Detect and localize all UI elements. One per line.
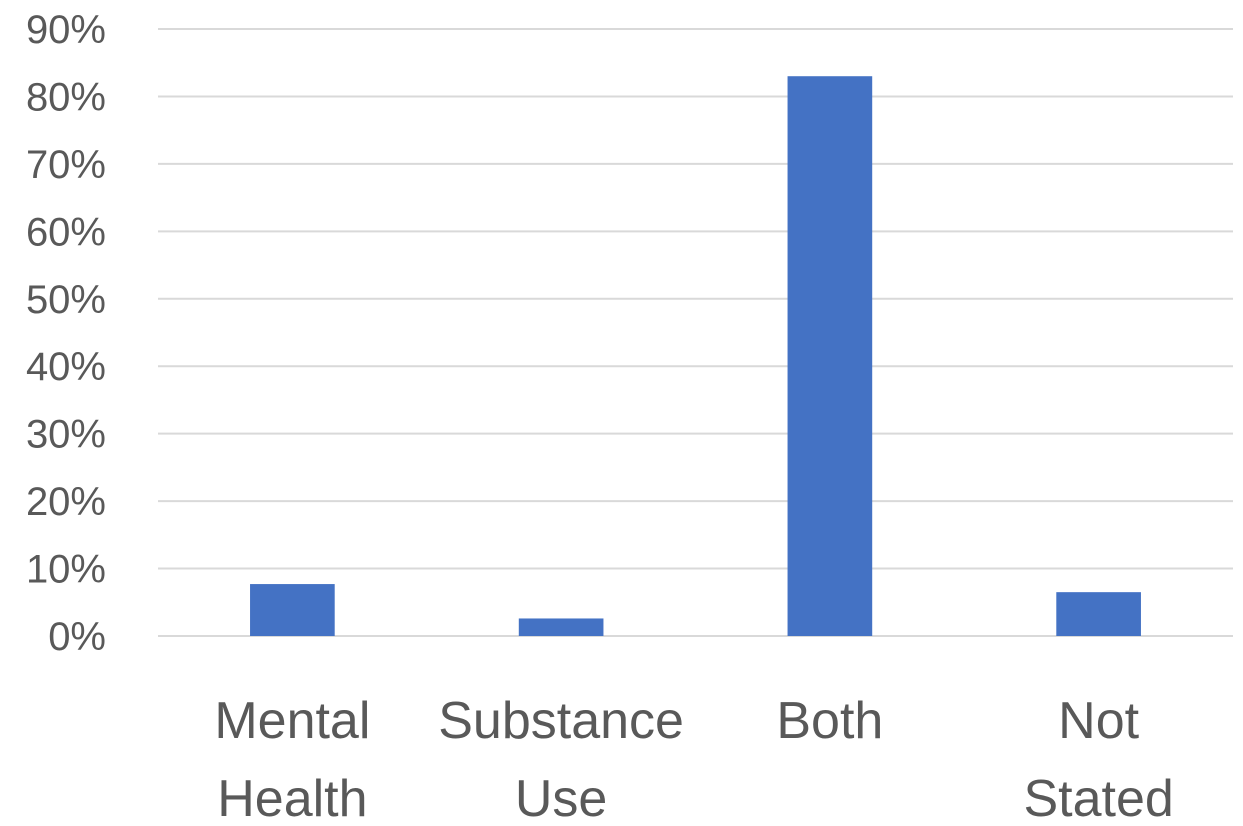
x-axis-tick-labels: Mental Health Substance Use Both Not Stated (214, 692, 1173, 826)
y-tick-label: 20% (26, 480, 106, 524)
y-tick-label: 40% (26, 345, 106, 389)
y-tick-label: 90% (26, 8, 106, 52)
bar (1056, 592, 1141, 636)
x-tick-label: Not Stated (1023, 692, 1173, 821)
x-tick-label-line: Stated (1023, 770, 1173, 821)
bar (518, 618, 604, 636)
x-tick-label-line: Substance (438, 692, 684, 750)
x-tick-label-line: Use (515, 770, 607, 821)
x-tick-label-line: Health (217, 770, 367, 821)
y-tick-label: 10% (26, 548, 106, 592)
gridlines (158, 28, 1233, 637)
bar (250, 584, 335, 636)
x-tick-label-line: Both (776, 692, 883, 750)
y-tick-label: 30% (26, 413, 106, 457)
y-tick-label: 80% (26, 75, 106, 119)
y-axis-tick-labels: 0% 10% 20% 30% 40% 50% 60% 70% 80% 90% (26, 8, 106, 659)
x-tick-label: Both (776, 692, 883, 750)
bars (250, 76, 1141, 636)
bar (787, 76, 873, 636)
x-tick-label-line: Not (1058, 692, 1139, 750)
y-tick-label: 0% (48, 615, 106, 659)
x-tick-label: Substance Use (438, 692, 684, 821)
x-tick-label-line: Mental (214, 692, 370, 750)
y-tick-label: 50% (26, 278, 106, 322)
y-tick-label: 70% (26, 143, 106, 187)
x-tick-label: Mental Health (214, 692, 370, 821)
y-tick-label: 60% (26, 210, 106, 254)
